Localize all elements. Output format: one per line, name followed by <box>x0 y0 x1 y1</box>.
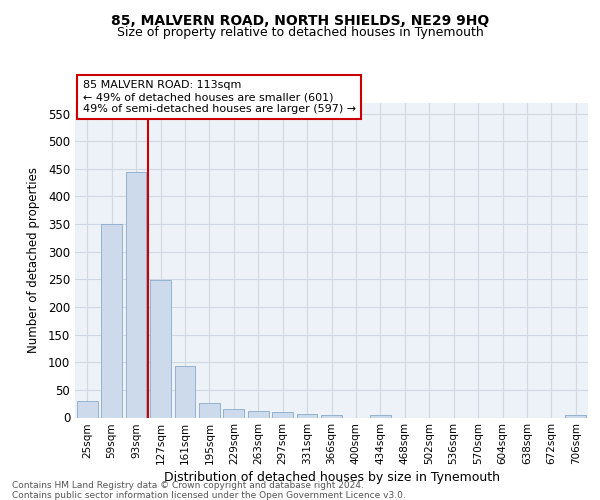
Bar <box>565 414 586 418</box>
Bar <box>150 280 171 417</box>
Text: 85 MALVERN ROAD: 113sqm
← 49% of detached houses are smaller (601)
49% of semi-d: 85 MALVERN ROAD: 113sqm ← 49% of detache… <box>83 80 356 114</box>
Bar <box>77 401 98 417</box>
Bar <box>223 409 244 418</box>
Bar <box>296 414 317 418</box>
Bar <box>175 366 196 418</box>
Bar <box>125 172 146 418</box>
Text: Size of property relative to detached houses in Tynemouth: Size of property relative to detached ho… <box>116 26 484 39</box>
Y-axis label: Number of detached properties: Number of detached properties <box>26 167 40 353</box>
Bar <box>199 403 220 417</box>
Text: 85, MALVERN ROAD, NORTH SHIELDS, NE29 9HQ: 85, MALVERN ROAD, NORTH SHIELDS, NE29 9H… <box>111 14 489 28</box>
Bar <box>370 414 391 418</box>
Bar <box>272 412 293 418</box>
X-axis label: Distribution of detached houses by size in Tynemouth: Distribution of detached houses by size … <box>163 472 499 484</box>
Bar <box>101 224 122 418</box>
Bar <box>248 411 269 418</box>
Bar <box>321 414 342 418</box>
Text: Contains public sector information licensed under the Open Government Licence v3: Contains public sector information licen… <box>12 491 406 500</box>
Text: Contains HM Land Registry data © Crown copyright and database right 2024.: Contains HM Land Registry data © Crown c… <box>12 481 364 490</box>
